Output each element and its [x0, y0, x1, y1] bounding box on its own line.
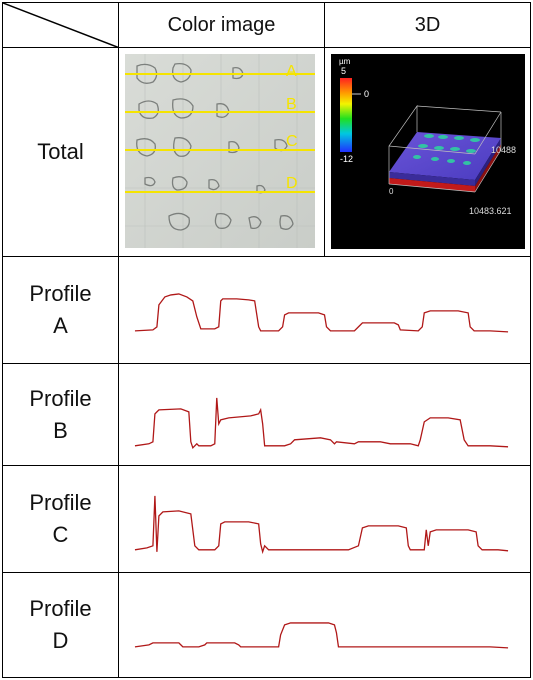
profile-b-line2: B — [53, 417, 68, 443]
profile-c-cell — [118, 465, 531, 574]
row-label-profile-d: Profile D — [2, 572, 119, 678]
color-image-cell: A B C D — [118, 47, 325, 257]
image-3d: µm 5 0 -12 — [331, 54, 525, 250]
row-label-profile-b: Profile B — [2, 362, 119, 467]
surface-3d — [388, 105, 502, 193]
row-label-profile-a: Profile A — [2, 255, 119, 364]
row-label-profile-c: Profile C — [2, 465, 119, 574]
scale-max: 5 — [341, 66, 346, 76]
profile-b-line1: Profile — [29, 385, 92, 411]
profile-d-line2: D — [52, 628, 69, 654]
profile-a-cell — [118, 255, 531, 364]
color-scale-bar — [340, 78, 352, 153]
scale-min: -12 — [340, 154, 353, 164]
profile-b-cell — [118, 362, 531, 467]
scale-unit: µm — [339, 57, 351, 66]
axis-bottom: 10483.621 — [469, 206, 512, 216]
profile-b-trace — [134, 397, 509, 449]
image-3d-cell: µm 5 0 -12 — [324, 47, 531, 257]
profile-d-trace — [134, 622, 509, 649]
profile-d-cell — [118, 572, 531, 678]
header-color-image: Color image — [118, 1, 325, 49]
scan-label-b: B — [286, 96, 297, 113]
corner-diagonal — [3, 3, 118, 48]
profile-c-trace — [134, 496, 509, 555]
scale-mid: 0 — [364, 89, 369, 99]
axis-right: 10488 — [491, 145, 516, 155]
profile-a-trace — [134, 293, 509, 333]
scan-label-d: D — [286, 175, 298, 192]
scan-label-a: A — [286, 63, 297, 80]
header-3d: 3D — [324, 1, 531, 49]
row-label-total: Total — [2, 47, 119, 257]
scan-label-c: C — [286, 133, 298, 150]
profile-a-line1: Profile — [29, 280, 92, 306]
axis-origin: 0 — [389, 187, 394, 196]
profile-a-line2: A — [53, 312, 68, 338]
profile-d-line1: Profile — [29, 596, 92, 622]
profile-c-line2: C — [52, 522, 69, 548]
corner-cell — [2, 1, 119, 49]
color-image: A B C D — [125, 54, 315, 249]
profile-c-line1: Profile — [29, 490, 92, 516]
